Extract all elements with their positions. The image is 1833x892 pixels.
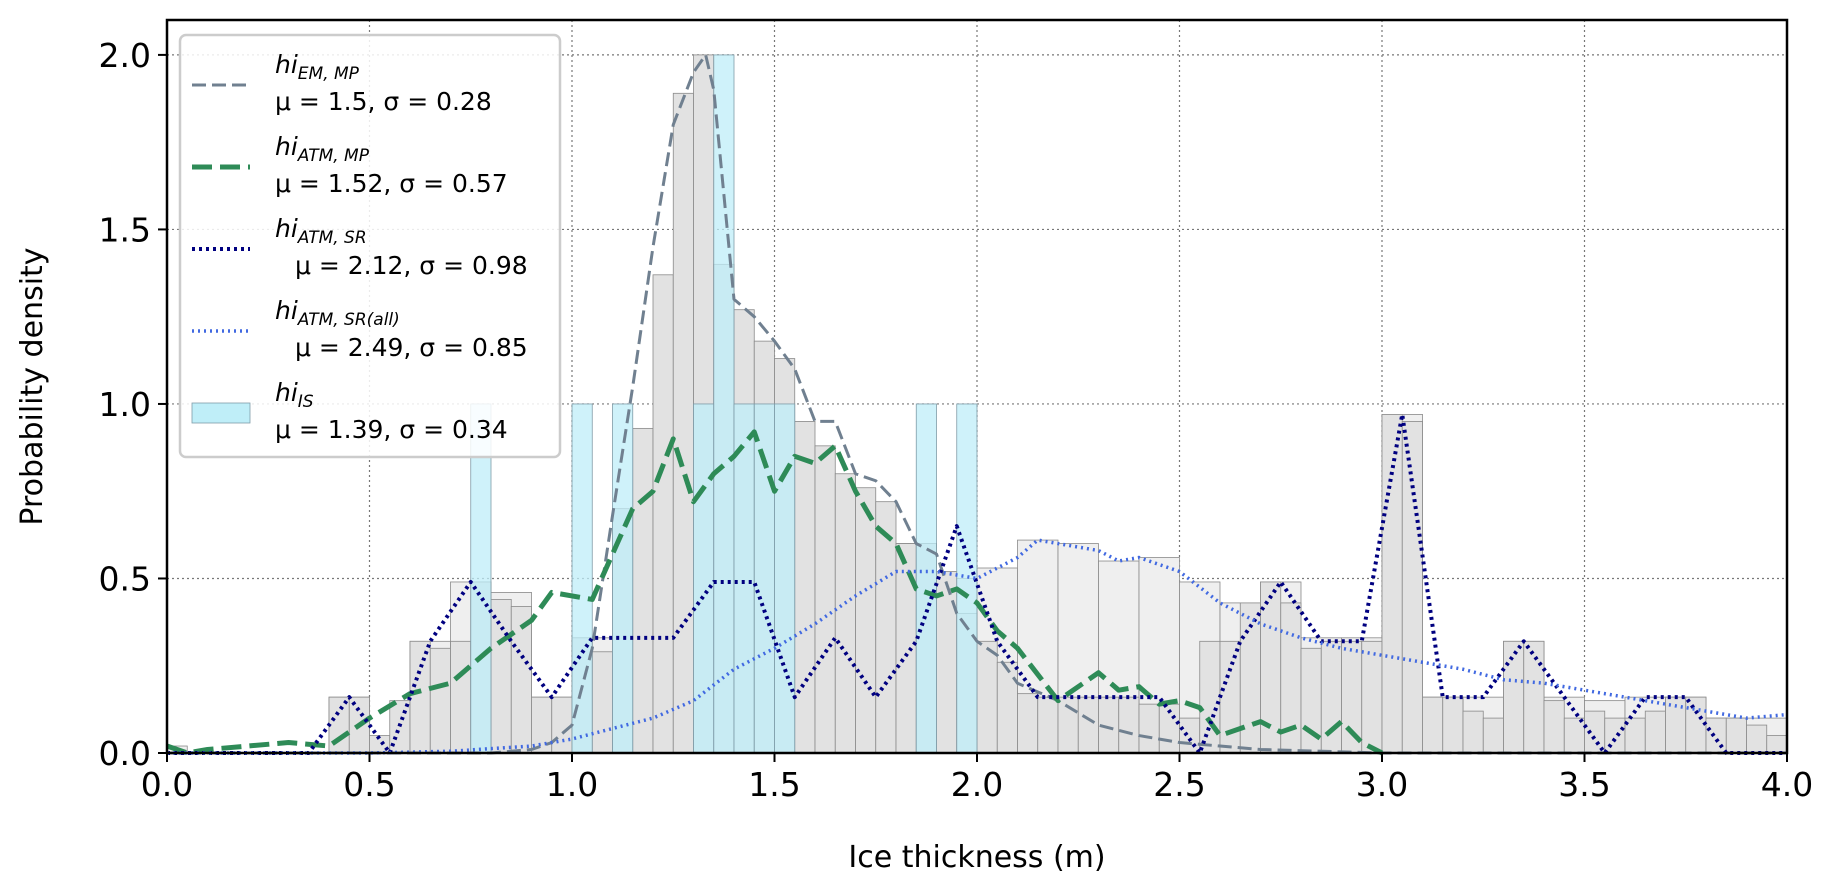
legend-label-is: hiIS [275,378,314,412]
hist-bar-mp [1361,640,1383,754]
hist-bar-mp [672,92,694,754]
hist-bar-mp [632,427,654,754]
legend-stats-em_mp: μ = 1.5, σ = 0.28 [275,87,492,116]
hist-bar-mp [1482,717,1504,754]
series-line-em_mp [167,53,1787,755]
x-tick-label: 1.5 [748,765,800,804]
hist-bar-mp [1037,696,1059,754]
legend-label-atm_sr_all: hiATM, SR(all) [275,296,400,330]
hist-bar-mp [1503,640,1525,754]
hist-bar-mp [409,640,431,754]
hist-bar-mp [1219,640,1241,754]
hist-bar-mp [328,696,350,754]
hist-bar-mp [1179,717,1201,754]
hist-bar-mp [1543,700,1565,754]
hist-bar-mp [1766,735,1788,754]
hist-bar-mp [855,487,877,754]
x-tick-label: 4.0 [1761,765,1813,804]
y-axis-label: Probability density [15,247,50,525]
hist-bar-mp [936,571,958,754]
hist-bar-mp [976,640,998,754]
hist-bar-mp [1746,724,1768,754]
legend-box [178,33,562,459]
hist-bar-mp [551,696,573,754]
x-tick-label: 3.0 [1356,765,1408,804]
hist-bar-mp [1442,696,1464,754]
legend-label-atm_sr: hiATM, SR [275,214,367,248]
hist-bar-is [915,403,937,754]
y-tick-label: 2.0 [99,36,151,75]
hist-bar-mp [834,473,856,754]
hist-bar-mp [1017,693,1039,754]
hist-bar-mp [814,445,836,754]
hist-bar-mp [1725,717,1747,754]
hist-bar-mp [1320,640,1342,754]
line-series [166,53,1788,756]
hist-bar-mp [794,421,816,754]
hist-bar-mp [895,543,917,754]
hist-bar-is [571,403,593,754]
series-line-atm_mp [166,429,1384,756]
axis-ticks: 0.0 0.5 1.0 1.5 2.0 2.5 3.0 3.5 4.0 0.0 0.5 1.0 1.5 2… [99,36,1814,804]
legend-stats-atm_sr: μ = 2.12, σ = 0.98 [295,251,528,280]
legend: hiEM, MP μ = 1.5, σ = 0.28 hiATM, MP μ = 1.… [178,33,562,459]
legend-label-em_mp: hiEM, MP [275,50,360,84]
legend-label-atm_mp: hiATM, MP [275,132,370,166]
hist-bar-mp [1118,696,1140,754]
hist-bar-mp [591,651,613,754]
x-tick-label: 1.0 [546,765,598,804]
hist-bar-is [693,403,715,754]
x-tick-label: 2.5 [1153,765,1205,804]
y-tick-label: 0.0 [99,734,151,773]
hist-bar-mp [1685,696,1707,754]
y-tick-label: 1.5 [99,210,151,249]
hist-bar-mp [1138,703,1160,754]
hist-bar-mp [1199,640,1221,754]
hist-bar-mp [1462,710,1484,754]
hist-bar-mp [1705,717,1727,754]
hist-bar-mp [652,274,674,754]
hist-bar-mp [996,661,1018,754]
y-tick-label: 0.5 [99,559,151,598]
hist-bar-mp [450,640,472,754]
hist-bar-mp [1422,696,1444,754]
hist-bar-mp [1563,717,1585,754]
legend-stats-is: μ = 1.39, σ = 0.34 [275,415,508,444]
hist-bar-mp [429,647,451,754]
x-tick-label: 0.0 [141,765,193,804]
hist-bar-is [774,403,796,754]
y-tick-label: 1.0 [99,385,151,424]
legend-stats-atm_sr_all: μ = 2.49, σ = 0.85 [295,333,528,362]
legend-stats-atm_mp: μ = 1.52, σ = 0.57 [275,169,508,198]
hist-bar-mp [1077,696,1099,754]
x-tick-label: 3.5 [1558,765,1610,804]
hist-bar-mp [1644,710,1666,754]
x-tick-label: 2.0 [951,765,1003,804]
x-axis-label: Ice thickness (m) [848,840,1105,875]
hist-bar-mp [490,599,512,754]
series-line-atm_sr [167,412,1787,755]
hist-bar-mp [875,501,897,754]
x-tick-label: 0.5 [343,765,395,804]
hist-bar-is [713,54,735,754]
legend-handle-is [191,402,251,424]
hist-bar-mp [1604,717,1626,754]
